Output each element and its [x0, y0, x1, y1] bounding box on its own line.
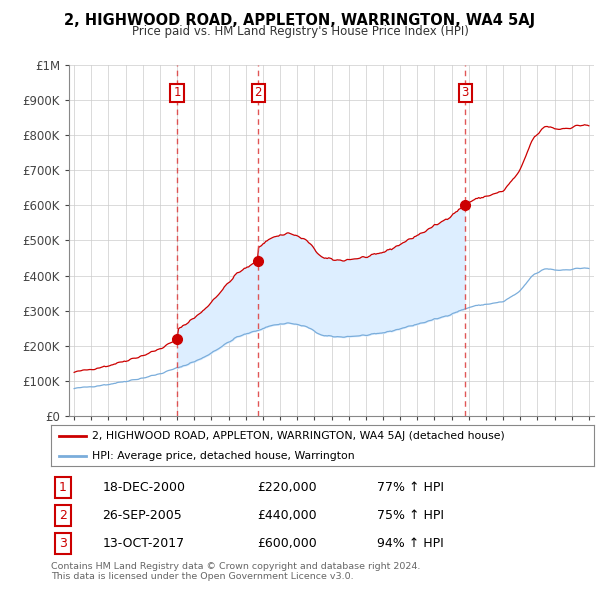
- Text: 2, HIGHWOOD ROAD, APPLETON, WARRINGTON, WA4 5AJ (detached house): 2, HIGHWOOD ROAD, APPLETON, WARRINGTON, …: [92, 431, 505, 441]
- Text: 2, HIGHWOOD ROAD, APPLETON, WARRINGTON, WA4 5AJ: 2, HIGHWOOD ROAD, APPLETON, WARRINGTON, …: [64, 13, 536, 28]
- Text: £220,000: £220,000: [257, 481, 317, 494]
- Text: £600,000: £600,000: [257, 537, 317, 550]
- Text: 1: 1: [173, 87, 181, 100]
- Text: 26-SEP-2005: 26-SEP-2005: [103, 509, 182, 522]
- Text: HPI: Average price, detached house, Warrington: HPI: Average price, detached house, Warr…: [92, 451, 355, 461]
- Text: Price paid vs. HM Land Registry's House Price Index (HPI): Price paid vs. HM Land Registry's House …: [131, 25, 469, 38]
- Text: 75% ↑ HPI: 75% ↑ HPI: [377, 509, 444, 522]
- Text: 1: 1: [59, 481, 67, 494]
- Text: 94% ↑ HPI: 94% ↑ HPI: [377, 537, 443, 550]
- Text: 3: 3: [461, 87, 469, 100]
- Text: Contains HM Land Registry data © Crown copyright and database right 2024.: Contains HM Land Registry data © Crown c…: [51, 562, 421, 571]
- Text: 2: 2: [59, 509, 67, 522]
- Text: 3: 3: [59, 537, 67, 550]
- Text: 18-DEC-2000: 18-DEC-2000: [103, 481, 185, 494]
- Text: 77% ↑ HPI: 77% ↑ HPI: [377, 481, 444, 494]
- Text: 13-OCT-2017: 13-OCT-2017: [103, 537, 185, 550]
- Text: This data is licensed under the Open Government Licence v3.0.: This data is licensed under the Open Gov…: [51, 572, 353, 581]
- Text: £440,000: £440,000: [257, 509, 317, 522]
- Text: 2: 2: [254, 87, 262, 100]
